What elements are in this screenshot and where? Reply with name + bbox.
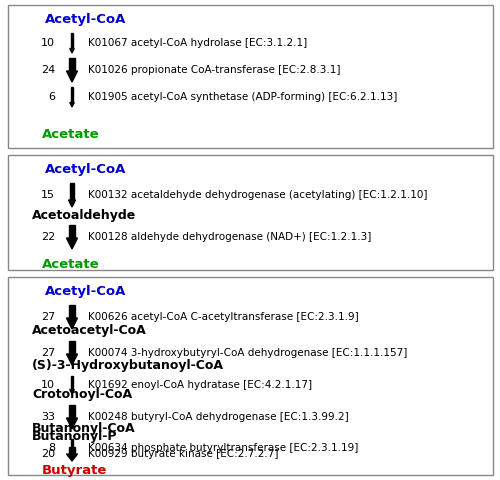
Text: Acetoaldehyde: Acetoaldehyde <box>32 208 136 221</box>
Polygon shape <box>66 418 78 429</box>
Bar <box>69 405 75 418</box>
Bar <box>71 87 73 103</box>
Bar <box>69 341 75 354</box>
Text: Crotonoyl-CoA: Crotonoyl-CoA <box>32 388 132 401</box>
Text: K00929 butyrate kinase [EC:2.7.2.7]: K00929 butyrate kinase [EC:2.7.2.7] <box>88 449 278 459</box>
Polygon shape <box>66 318 78 329</box>
Text: 27: 27 <box>41 312 55 322</box>
Text: K00248 butyryl-CoA dehydrogenase [EC:1.3.99.2]: K00248 butyryl-CoA dehydrogenase [EC:1.3… <box>88 412 349 422</box>
Bar <box>71 439 73 453</box>
Text: K01692 enoyl-CoA hydratase [EC:4.2.1.17]: K01692 enoyl-CoA hydratase [EC:4.2.1.17] <box>88 380 312 390</box>
Bar <box>69 447 75 454</box>
Text: Acetyl-CoA: Acetyl-CoA <box>45 13 126 26</box>
Text: Acetyl-CoA: Acetyl-CoA <box>45 285 126 298</box>
Text: 15: 15 <box>41 190 55 200</box>
Text: K01067 acetyl-CoA hydrolase [EC:3.1.2.1]: K01067 acetyl-CoA hydrolase [EC:3.1.2.1] <box>88 38 307 48</box>
Polygon shape <box>70 48 74 53</box>
Text: Butyrate: Butyrate <box>42 464 108 477</box>
Bar <box>69 225 75 238</box>
Bar <box>8 277 493 475</box>
Bar <box>70 183 74 200</box>
Bar <box>69 58 75 71</box>
Text: 10: 10 <box>41 380 55 390</box>
Text: (S)-3-Hydroxybutanoyl-CoA: (S)-3-Hydroxybutanoyl-CoA <box>32 359 224 372</box>
Text: K01905 acetyl-CoA synthetase (ADP-forming) [EC:6.2.1.13]: K01905 acetyl-CoA synthetase (ADP-formin… <box>88 92 398 102</box>
Polygon shape <box>68 200 75 207</box>
Text: Acetate: Acetate <box>42 258 100 271</box>
Text: 24: 24 <box>41 65 55 75</box>
Polygon shape <box>66 71 78 82</box>
Text: Acetoacetyl-CoA: Acetoacetyl-CoA <box>32 324 147 337</box>
Bar <box>69 305 75 318</box>
Bar <box>71 376 73 389</box>
Text: 33: 33 <box>41 412 55 422</box>
Text: Butanonyl-P: Butanonyl-P <box>32 430 117 443</box>
Text: Acetate: Acetate <box>42 128 100 141</box>
Text: K00626 acetyl-CoA C-acetyltransferase [EC:2.3.1.9]: K00626 acetyl-CoA C-acetyltransferase [E… <box>88 312 359 322</box>
Text: Acetyl-CoA: Acetyl-CoA <box>45 163 126 176</box>
Text: K00132 acetaldehyde dehydrogenase (acetylating) [EC:1.2.1.10]: K00132 acetaldehyde dehydrogenase (acety… <box>88 190 428 200</box>
Bar <box>8 5 493 148</box>
Text: 8: 8 <box>48 443 55 453</box>
Text: K00074 3-hydroxybutyryl-CoA dehydrogenase [EC:1.1.1.157]: K00074 3-hydroxybutyryl-CoA dehydrogenas… <box>88 348 408 358</box>
Text: 20: 20 <box>41 449 55 459</box>
Text: Butanonyl-CoA: Butanonyl-CoA <box>32 422 136 435</box>
Text: 22: 22 <box>41 232 55 242</box>
Polygon shape <box>66 354 78 365</box>
Bar <box>8 155 493 270</box>
Text: K01026 propionate CoA-transferase [EC:2.8.3.1]: K01026 propionate CoA-transferase [EC:2.… <box>88 65 341 75</box>
Polygon shape <box>70 453 74 457</box>
Text: 27: 27 <box>41 348 55 358</box>
Bar <box>71 33 73 48</box>
Text: 6: 6 <box>48 92 55 102</box>
Text: K00128 aldehyde dehydrogenase (NAD+) [EC:1.2.1.3]: K00128 aldehyde dehydrogenase (NAD+) [EC… <box>88 232 372 242</box>
Text: 10: 10 <box>41 38 55 48</box>
Text: K00634 phosphate butyryltransferase [EC:2.3.1.19]: K00634 phosphate butyryltransferase [EC:… <box>88 443 358 453</box>
Polygon shape <box>66 238 78 249</box>
Polygon shape <box>70 103 74 107</box>
Polygon shape <box>70 389 74 394</box>
Polygon shape <box>66 454 78 461</box>
